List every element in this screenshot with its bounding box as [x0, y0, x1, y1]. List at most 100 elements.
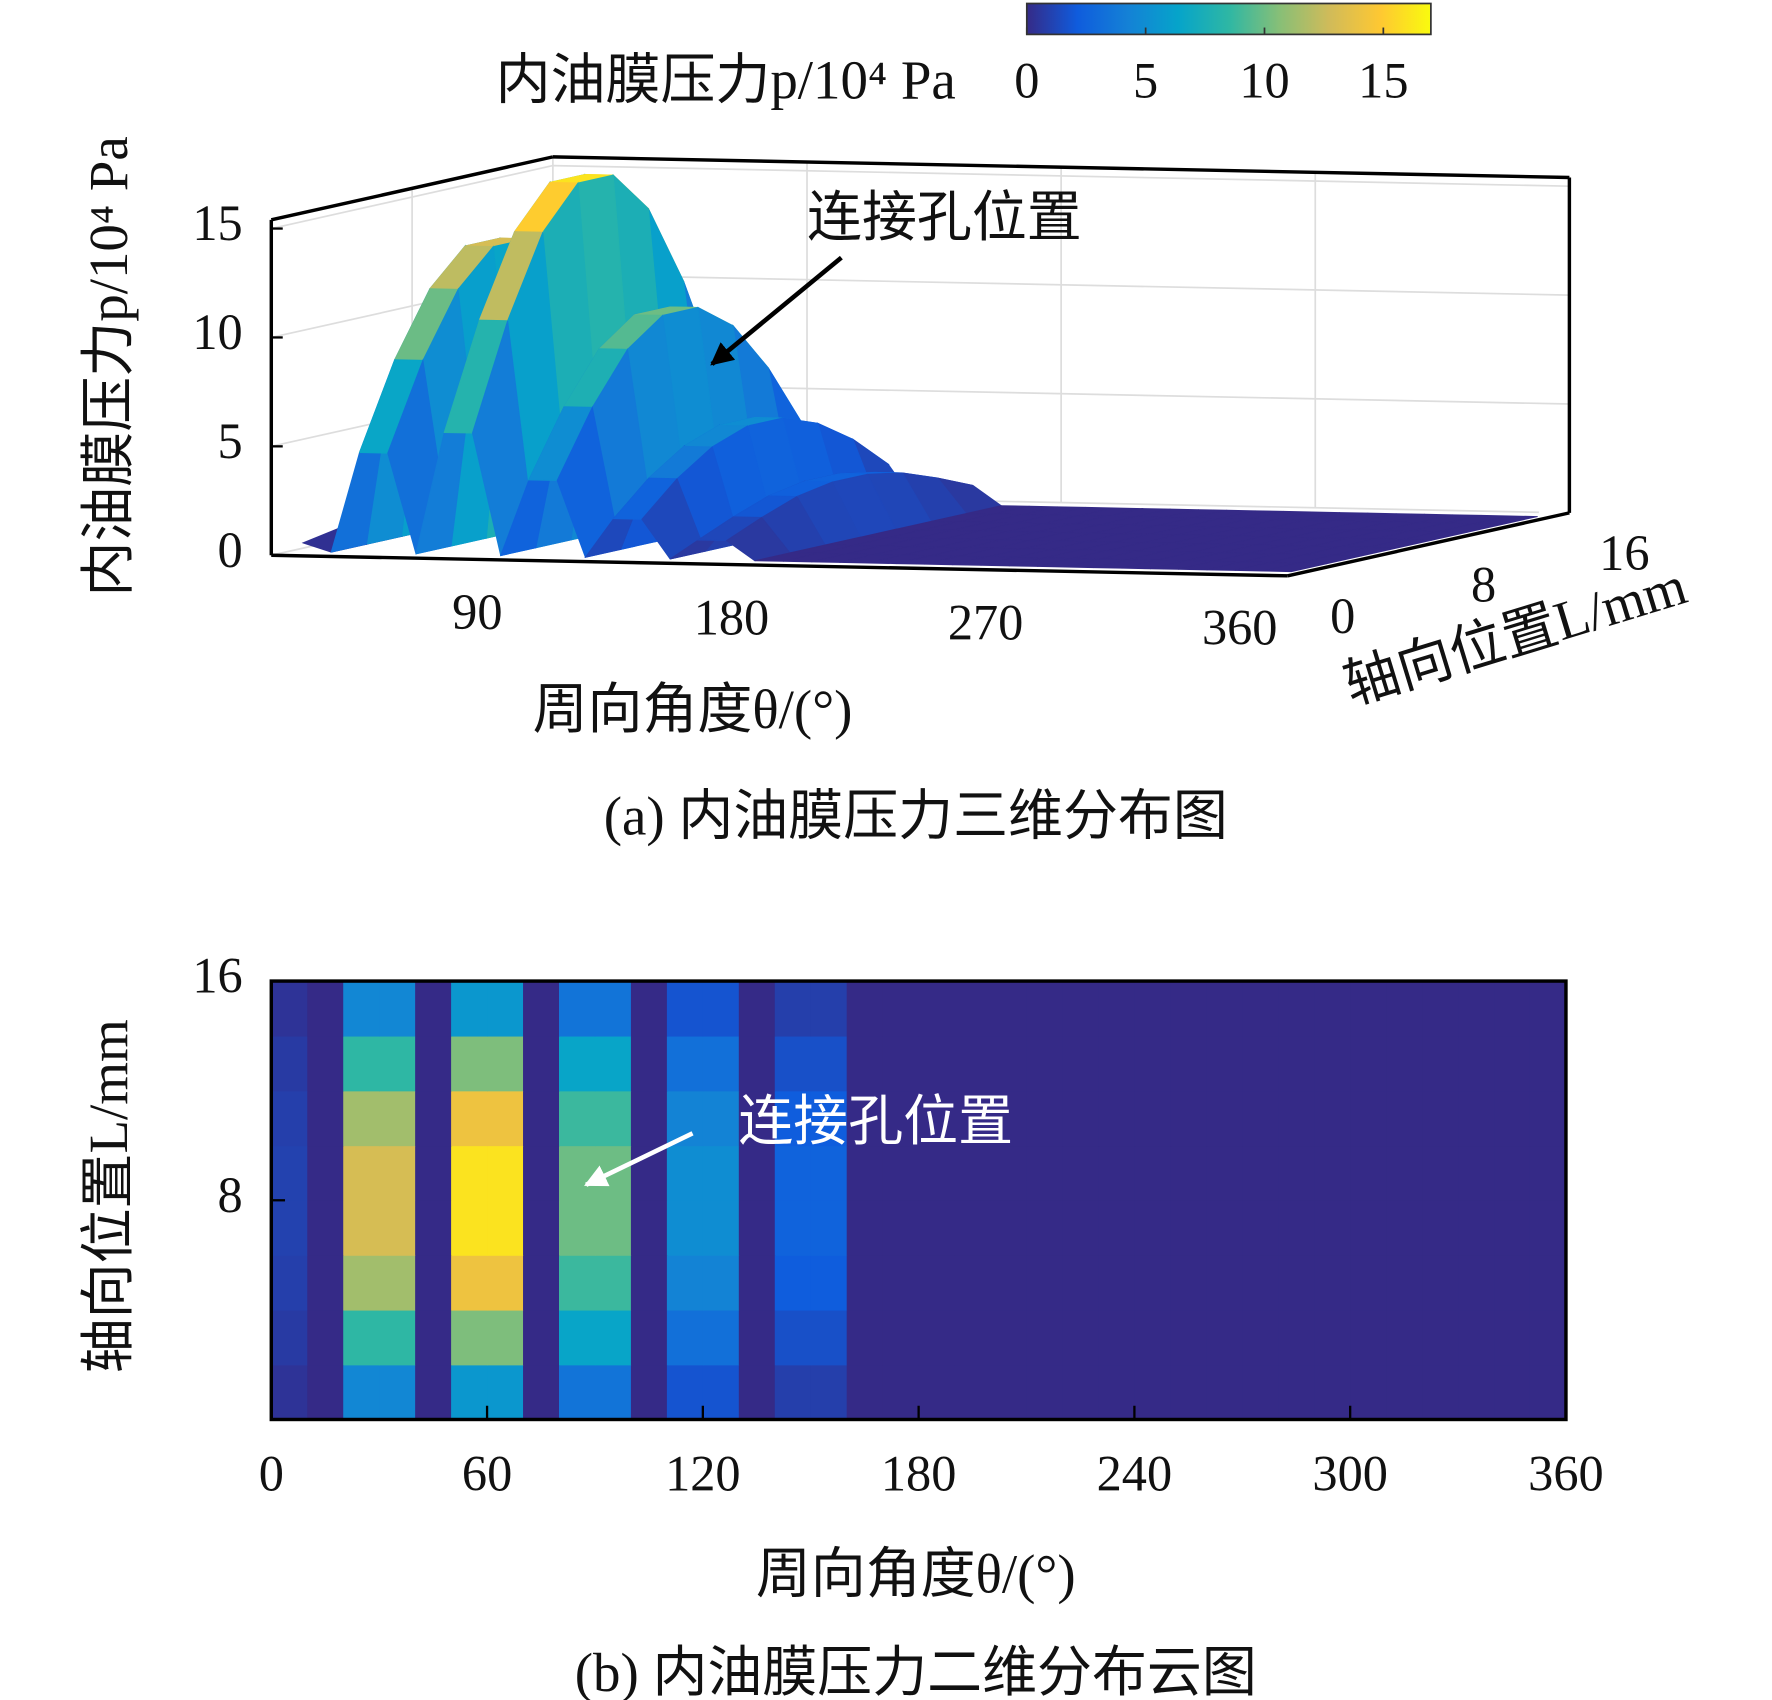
heatmap-cell	[558, 1145, 596, 1201]
heatmap-cell	[451, 1145, 488, 1201]
heatmap-cell	[1494, 1200, 1531, 1256]
heatmap-cell	[1206, 1145, 1243, 1201]
heatmap-cell	[379, 1309, 416, 1366]
heatmap-cell	[738, 1255, 776, 1311]
x-tick-label: 270	[948, 594, 1024, 650]
heatmap-cell	[1494, 1255, 1531, 1311]
heatmap-cell	[415, 1035, 452, 1092]
heatmap-cell	[1458, 1200, 1495, 1256]
heatmap-cell	[558, 1364, 596, 1421]
heatmap-cell	[1422, 1090, 1459, 1147]
x-tick-label: 360	[1202, 600, 1278, 656]
heatmap-cell	[487, 1035, 524, 1092]
x-tick-label: 60	[462, 1446, 512, 1502]
heatmap-cell	[558, 1255, 596, 1311]
x-tick-label: 240	[1097, 1446, 1173, 1502]
axis-line	[270, 155, 554, 222]
heatmap-cell	[846, 1364, 884, 1421]
heatmap-cell	[630, 1309, 668, 1366]
colorbar-tick-label: 15	[1358, 52, 1408, 108]
heatmap-cell	[1278, 1035, 1315, 1092]
heatmap-cell	[1098, 1200, 1136, 1256]
heatmap-cell	[1350, 1145, 1387, 1201]
heatmap-cell	[630, 1364, 668, 1421]
heatmap-cell	[1422, 1145, 1459, 1201]
heatmap-cell	[487, 1364, 524, 1421]
heatmap-cell	[487, 1090, 524, 1147]
heatmap-cell	[1026, 1145, 1064, 1201]
heatmap-cell	[810, 1145, 848, 1201]
heatmap-cell	[1062, 1035, 1100, 1092]
heatmap-cell	[1458, 1255, 1495, 1311]
heatmap-cell	[1134, 1145, 1172, 1201]
heatmap-cell	[1278, 1309, 1315, 1366]
heatmap-cell	[846, 1035, 884, 1092]
heatmap-cell	[1098, 1255, 1136, 1311]
heatmap-cell	[1386, 1090, 1423, 1147]
heatmap-cell	[487, 981, 524, 1037]
heatmap-cell	[343, 1309, 380, 1366]
heatmap-cell	[918, 1309, 956, 1366]
x-tick-label: 300	[1312, 1446, 1388, 1502]
heatmap-cell	[1062, 1090, 1100, 1147]
heatmap-cell	[774, 1364, 812, 1421]
heatmap-cell	[379, 1200, 416, 1256]
heatmap-cell	[882, 1255, 920, 1311]
heatmap-cell	[343, 981, 380, 1037]
heatmap-cell	[1206, 1364, 1243, 1421]
heatmap-cell	[1529, 1145, 1567, 1201]
heatmap-cell	[1278, 1255, 1315, 1311]
z-axis-label: 内油膜压力p/10⁴ Pa	[78, 136, 139, 596]
heatmap-cell	[343, 1364, 380, 1421]
heatmap-cell	[1422, 1200, 1459, 1256]
heatmap-cell	[990, 1309, 1028, 1366]
heatmap-cell	[1134, 1035, 1172, 1092]
heatmap-cell	[1529, 1200, 1567, 1256]
heatmap-cell	[954, 1145, 992, 1201]
axis-line	[1287, 511, 1570, 578]
heatmap-cell	[702, 1200, 740, 1256]
heatmap-cell	[918, 1090, 956, 1147]
heatmap-cell	[1242, 1200, 1279, 1256]
heatmap-cell	[738, 1090, 776, 1147]
heatmap-cell	[1278, 1200, 1315, 1256]
heatmap-cell	[666, 1309, 704, 1366]
heatmap-cell	[307, 1309, 344, 1366]
heatmap-cell	[1386, 1145, 1423, 1201]
heatmap-cell	[1314, 1200, 1351, 1256]
heatmap-cell	[702, 1145, 740, 1201]
heatmap-cell	[1350, 1200, 1387, 1256]
heatmap-cell	[271, 1035, 308, 1092]
heatmap-cell	[1458, 1090, 1495, 1147]
heatmap-cell	[343, 1200, 380, 1256]
x-axis-label: 周向角度θ/(°)	[756, 1543, 1076, 1604]
heatmap-cell	[810, 1090, 848, 1147]
heatmap-cell	[810, 981, 848, 1037]
heatmap-cell	[1206, 981, 1243, 1037]
z-tick-label: 10	[192, 304, 242, 360]
heatmap-cell	[1529, 1309, 1567, 1366]
z-tick-label: 5	[217, 413, 242, 469]
heatmap-cell	[1314, 1035, 1351, 1092]
heatmap-cell	[415, 1364, 452, 1421]
heatmap-cell	[271, 1309, 308, 1366]
heatmap-cell	[1062, 1200, 1100, 1256]
heatmap-cell	[846, 1309, 884, 1366]
heatmap-cell	[1350, 1035, 1387, 1092]
y-tick-label: 16	[1599, 525, 1649, 581]
heatmap-cell	[594, 1035, 632, 1092]
heatmap-cell	[523, 1364, 560, 1421]
heatmap-cell	[343, 1035, 380, 1092]
heatmap-cell	[1494, 981, 1531, 1037]
heatmap-cell	[1314, 1255, 1351, 1311]
annotation: 连接孔位置	[807, 187, 1082, 248]
heatmap-cell	[882, 1090, 920, 1147]
heatmap-cell	[630, 981, 668, 1037]
heatmap-cell	[594, 1309, 632, 1366]
heatmap-cell	[271, 981, 308, 1037]
heatmap-cell	[523, 1200, 560, 1256]
heatmap-cell	[882, 1309, 920, 1366]
heatmap-cell	[1386, 1364, 1423, 1421]
x-tick-label: 90	[452, 584, 502, 640]
